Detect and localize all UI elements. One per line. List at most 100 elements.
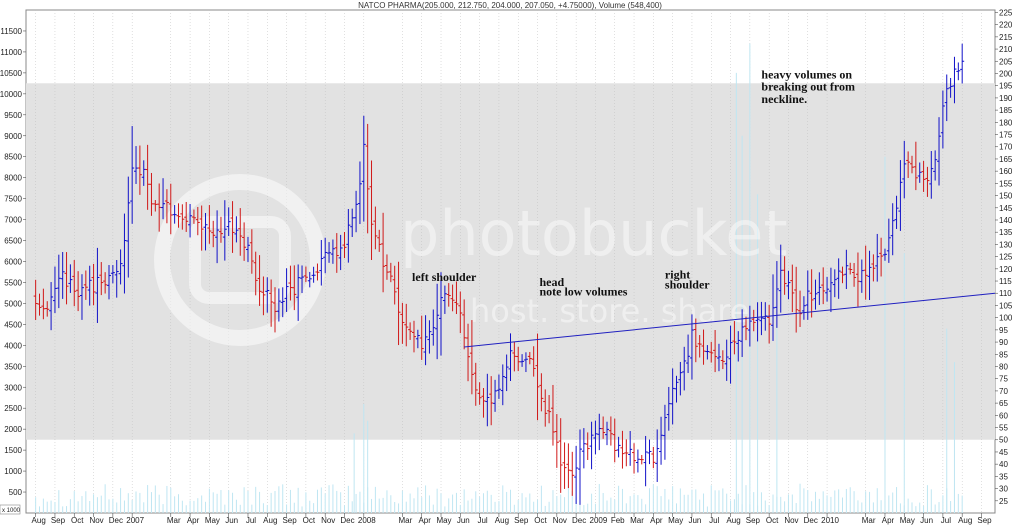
left-tick-label: 1000 [4,467,22,476]
volume-layer [35,43,963,513]
neckline-trendline [464,292,996,348]
right-tick-label: 120 [999,265,1013,274]
annotation-text: breaking out from [761,80,855,94]
right-tick-label: 60 [999,411,1008,420]
x-tick-label: May [668,516,683,525]
right-tick-label: 180 [999,118,1013,127]
x-tick-label: Dec [109,516,123,525]
right-tick-label: 35 [999,472,1008,481]
annotation-text: shoulder [665,277,710,291]
right-tick-label: 115 [999,277,1012,286]
right-tick-label: 200 [999,69,1013,78]
x-tick-label: Sep [746,516,761,525]
left-tick-label: 9000 [4,132,22,141]
x-tick-label: Oct [766,516,779,525]
left-tick-label: 3000 [4,383,22,392]
left-tick-label: 4500 [4,320,22,329]
right-tick-label: 75 [999,375,1008,384]
left-tick-label: 9500 [4,111,22,120]
annotation-text: neckline. [761,92,807,106]
annotation-text: right [665,268,690,282]
right-price-axis: 25 30 35 40 45 50 55 60 65 70 75 80 85 90 95 100 105 110 1… [995,8,1013,506]
x-tick-label: 2010 [821,516,839,525]
right-tick-label: 160 [999,167,1013,176]
right-tick-label: 50 [999,436,1008,445]
right-tick-label: 170 [999,143,1013,152]
left-tick-label: 2000 [4,425,22,434]
x-tick-label: Mar [399,516,413,525]
annotation-text: heavy volumes on [761,67,852,81]
right-tick-label: 210 [999,45,1013,54]
x-tick-label: Oct [71,516,84,525]
x-tick-label: Sep [977,516,992,525]
right-tick-label: 105 [999,301,1013,310]
left-tick-label: 5500 [4,278,22,287]
x-tick-label: Oct [534,516,547,525]
right-tick-label: 110 [999,289,1012,298]
x-tick-label: Aug [263,516,277,525]
x-tick-label: Mar [167,516,181,525]
x-tick-label: Aug [32,516,46,525]
x-tick-label: 2009 [590,516,608,525]
x-tick-label: Nov [89,516,103,525]
x-tick-label: Jun [457,516,470,525]
left-axis-unit-label: x 1000 [2,508,21,514]
x-tick-label: Oct [303,516,316,525]
x-tick-label: May [205,516,220,525]
x-axis: Aug Sep Oct Nov Dec 2007 Mar Apr May Jun Jul Aug Sep… [32,513,992,525]
x-tick-label: Jun [225,516,238,525]
x-tick-label: Sep [514,516,529,525]
watermark-layer: photobucket host. store. share. [154,174,788,346]
left-tick-label: 6500 [4,237,22,246]
right-tick-label: 145 [999,204,1013,213]
x-tick-label: Apr [650,516,663,525]
right-tick-label: 40 [999,460,1008,469]
right-tick-label: 45 [999,448,1008,457]
right-tick-label: 30 [999,485,1008,494]
x-tick-label: 2008 [358,516,376,525]
x-tick-label: Feb [611,516,625,525]
left-tick-label: 11000 [0,48,22,57]
left-tick-label: 7000 [4,216,22,225]
right-tick-label: 220 [999,21,1013,30]
right-tick-label: 65 [999,399,1008,408]
left-tick-label: 11500 [0,27,22,36]
left-tick-label: 1500 [4,446,22,455]
x-tick-label: Aug [495,516,509,525]
annotation-text: note low volumes [539,285,627,299]
right-tick-label: 155 [999,179,1013,188]
right-tick-label: 150 [999,192,1013,201]
left-tick-label: 8000 [4,174,22,183]
right-tick-label: 190 [999,94,1013,103]
left-tick-label: 10000 [0,90,23,99]
x-tick-label: Sep [282,516,297,525]
right-tick-label: 95 [999,326,1008,335]
right-tick-label: 70 [999,387,1008,396]
x-tick-label: Apr [418,516,431,525]
x-tick-label: Jun [688,516,701,525]
right-tick-label: 140 [999,216,1013,225]
right-tick-label: 55 [999,424,1008,433]
x-tick-label: Dec [340,516,354,525]
left-tick-label: 5000 [4,299,22,308]
x-tick-label: Dec [572,516,586,525]
x-tick-label: Apr [882,516,895,525]
right-tick-label: 80 [999,362,1008,371]
right-tick-label: 90 [999,338,1008,347]
right-tick-label: 225 [999,8,1013,17]
left-volume-axis: 500 1000 1500 2000 2500 3000 3500 4000 4500 5000 5… [0,27,26,497]
left-tick-label: 500 [9,488,23,497]
left-tick-label: 2500 [4,404,22,413]
x-tick-label: Nov [553,516,567,525]
watermark-text: photobucket [400,197,788,270]
x-tick-label: Jul [246,516,256,525]
left-tick-label: 4000 [4,341,22,350]
x-tick-label: Sep [51,516,66,525]
x-tick-label: Jul [477,516,487,525]
right-tick-label: 205 [999,57,1013,66]
right-tick-label: 100 [999,314,1013,323]
right-tick-label: 135 [999,228,1013,237]
annotation-text: left shoulder [412,270,477,284]
x-tick-label: Jul [941,516,951,525]
